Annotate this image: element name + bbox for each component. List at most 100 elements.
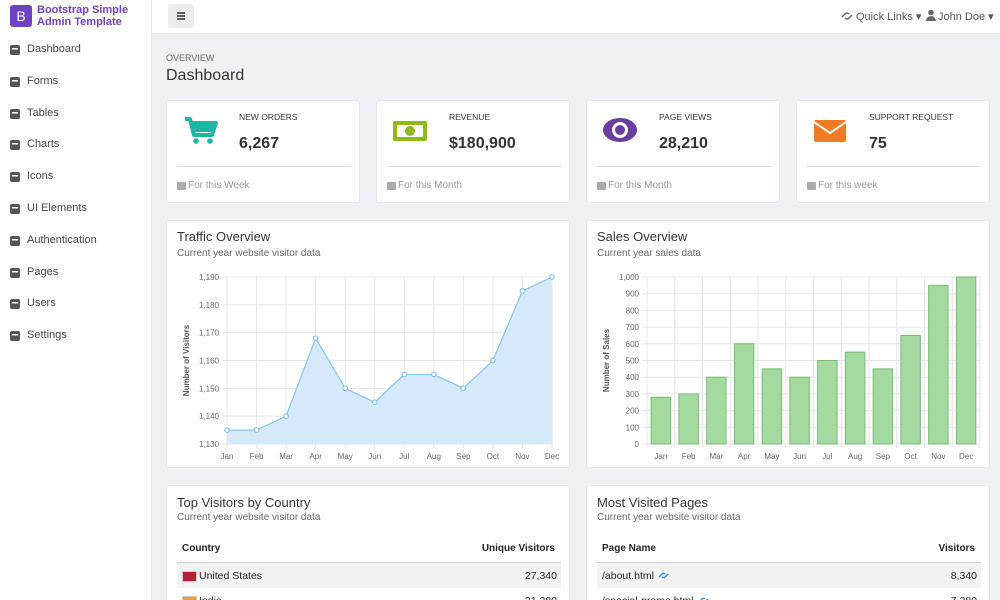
- nav-icon-shape: [10, 267, 20, 278]
- menu-icon: [177, 12, 185, 20]
- nav-item[interactable]: Icons: [0, 169, 151, 185]
- nav-item[interactable]: Settings: [0, 328, 151, 344]
- table-cell[interactable]: /about.html: [602, 570, 669, 582]
- y-tick-label: 200: [626, 407, 640, 416]
- link-icon: [658, 572, 669, 579]
- nav-item[interactable]: Tables: [0, 106, 151, 122]
- card-divider: [807, 166, 981, 167]
- table-cell: India: [199, 595, 222, 600]
- nav-icon-shape: [10, 172, 20, 183]
- cart-wheel: [193, 138, 199, 144]
- y-tick-label: 700: [626, 323, 640, 332]
- x-tick-label: Dec: [545, 452, 559, 461]
- nav-icon-shape: [10, 76, 20, 87]
- card-label: PAGE VIEWS: [659, 112, 712, 122]
- nav-icon: [10, 267, 20, 278]
- nav-icon: [10, 45, 20, 55]
- user-icon: [926, 9, 936, 21]
- nav-item[interactable]: Dashboard: [0, 42, 151, 58]
- x-tick-label: Feb: [682, 452, 696, 461]
- flag-icon: [182, 596, 197, 600]
- table-header-cell: Visitors: [938, 543, 976, 554]
- nav-label: Settings: [27, 329, 67, 342]
- envelope-flap: [813, 121, 847, 135]
- brand-logo[interactable]: B: [10, 5, 32, 27]
- y-tick-label: 1,130: [199, 440, 220, 449]
- card-label: REVENUE: [449, 112, 491, 122]
- nav-item[interactable]: Authentication: [0, 233, 151, 249]
- nav-label: Users: [27, 297, 56, 310]
- x-tick-label: Sep: [456, 452, 471, 461]
- point: [283, 413, 289, 420]
- nav-item[interactable]: Users: [0, 296, 151, 312]
- page-overline: OVERVIEW: [166, 53, 215, 63]
- point: [312, 335, 319, 342]
- brand-title[interactable]: Bootstrap Simple Admin Template: [37, 4, 129, 28]
- bar: [955, 276, 977, 445]
- menu-toggle[interactable]: [168, 4, 194, 28]
- nav-item[interactable]: Pages: [0, 265, 151, 281]
- x-tick-label: Nov: [931, 452, 945, 461]
- nav-icon: [10, 204, 20, 214]
- table-cell[interactable]: /special-promo.html: [602, 595, 709, 600]
- card-value: $180,900: [449, 135, 516, 152]
- x-tick-label: Aug: [427, 452, 441, 461]
- nav-icon-shape: [10, 45, 20, 55]
- table-cell: 27,340: [524, 570, 557, 582]
- quick-links[interactable]: Quick Links ▾: [856, 11, 922, 23]
- table-row: United States 27,340: [177, 563, 561, 589]
- nav-label: Tables: [27, 106, 59, 119]
- x-tick-label: Nov: [515, 452, 529, 461]
- x-tick-label: Jul: [399, 452, 409, 461]
- stat-card: PAGE VIEWS 28,210 For this Month: [586, 100, 780, 203]
- bar: [928, 284, 949, 445]
- user-menu[interactable]: John Doe ▾: [938, 11, 994, 23]
- stat-card: SUPPORT REQUEST 75 For this week: [796, 100, 990, 203]
- table-cell: United States: [199, 570, 263, 582]
- link-icon: [841, 12, 853, 20]
- nav-icon-shape: [10, 204, 20, 214]
- bar: [650, 396, 672, 445]
- card-footer: For this Month: [398, 180, 462, 191]
- card-icon: [185, 117, 218, 144]
- y-tick-label: 1,150: [199, 384, 220, 393]
- x-tick-label: Apr: [738, 452, 751, 461]
- table-title: Most Visited Pages: [597, 495, 709, 510]
- card-value: 75: [869, 135, 887, 152]
- card-value: 28,210: [659, 135, 708, 152]
- nav-label: Charts: [27, 138, 60, 151]
- bar: [733, 343, 755, 445]
- eye-pupil: [615, 125, 625, 135]
- x-tick-label: Jun: [793, 452, 806, 461]
- nav-label: Forms: [27, 74, 59, 87]
- nav-icon-shape: [10, 108, 20, 119]
- x-tick-label: May: [764, 452, 779, 461]
- point: [460, 385, 467, 392]
- bar: [678, 393, 699, 445]
- table-subtitle: Current year website visitor data: [597, 512, 741, 523]
- x-tick-label: Jun: [368, 452, 381, 461]
- table-cell: 21,280: [525, 595, 557, 600]
- x-tick-label: Sep: [876, 452, 891, 461]
- nav-icon: [10, 299, 20, 310]
- nav-icon: [10, 76, 20, 87]
- y-tick-label: 1,190: [199, 273, 220, 282]
- nav-icon-detail: [12, 270, 18, 273]
- nav-item[interactable]: UI Elements: [0, 201, 151, 217]
- x-tick-label: Jul: [822, 452, 832, 461]
- point: [342, 385, 349, 392]
- card-divider: [387, 166, 561, 167]
- y-tick-label: 900: [626, 290, 640, 299]
- point: [224, 427, 230, 433]
- nav-item[interactable]: Charts: [0, 137, 151, 153]
- table-row: /special-promo.html 7,280: [597, 588, 981, 600]
- cart-wheel: [207, 138, 213, 144]
- chart: Sales Overview Current year sales data Num…: [597, 229, 981, 461]
- card-footer-icon: [387, 182, 396, 190]
- link-icon-shape: [699, 597, 709, 600]
- nav-item[interactable]: Forms: [0, 74, 151, 90]
- table-panel: Top Visitors by Country Current year webs…: [166, 485, 570, 600]
- y-tick-label: 800: [626, 306, 640, 315]
